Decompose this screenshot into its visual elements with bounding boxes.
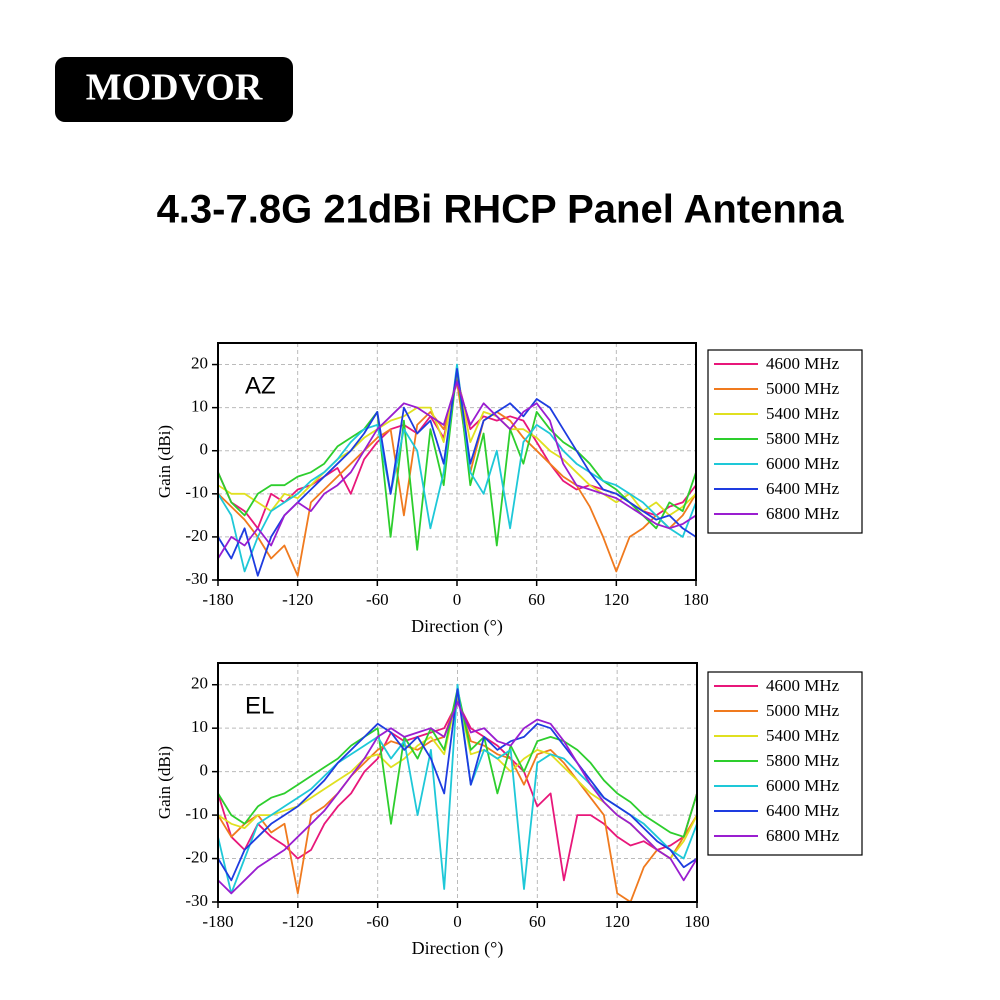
brand: MODVOR: [86, 67, 263, 109]
legend-label: 6400 MHz: [766, 801, 840, 820]
x-tick-label: 60: [529, 912, 546, 931]
x-tick-label: -120: [282, 912, 313, 931]
brand-badge: [55, 57, 293, 122]
y-tick-label: -20: [185, 847, 208, 866]
panel-label: AZ: [245, 372, 276, 399]
y-tick-label: 0: [200, 761, 209, 780]
legend-box: [707, 671, 863, 856]
x-axis-label: Direction (°): [412, 938, 504, 959]
legend-label: 4600 MHz: [766, 354, 840, 373]
x-tick-label: -180: [202, 590, 233, 609]
y-axis-label: Gain (dBi): [155, 425, 174, 498]
chart: -30 -20 -10 0 10 20 -180 -120 -60 0 60 120 180 AZ Gain…: [155, 342, 863, 637]
legend-label: 5400 MHz: [766, 404, 840, 423]
x-tick-label: 0: [453, 912, 462, 931]
legend-label: 6000 MHz: [766, 454, 840, 473]
x-tick-label: 120: [604, 912, 630, 931]
series-line: [218, 368, 696, 551]
y-tick-label: -30: [185, 569, 208, 588]
y-tick-label: 0: [200, 440, 209, 459]
x-tick-label: 180: [684, 912, 710, 931]
plot-frame: [217, 342, 697, 581]
y-tick-label: 10: [191, 717, 208, 736]
legend-label: 6800 MHz: [766, 504, 840, 523]
series-line: [218, 380, 696, 559]
x-tick-label: -120: [282, 590, 313, 609]
legend-label: 5000 MHz: [766, 701, 840, 720]
x-tick-label: -180: [202, 912, 233, 931]
legend-label: 5000 MHz: [766, 379, 840, 398]
x-tick-label: -60: [366, 912, 389, 931]
plot-frame: [217, 662, 698, 903]
legend-label: 5400 MHz: [766, 726, 840, 745]
x-tick-label: -60: [366, 590, 389, 609]
x-tick-label: 60: [528, 590, 545, 609]
legend-label: 4600 MHz: [766, 676, 840, 695]
y-tick-label: -10: [185, 483, 208, 502]
y-axis-label: Gain (dBi): [155, 746, 174, 819]
legend-label: 6800 MHz: [766, 826, 840, 845]
legend-label: 6000 MHz: [766, 776, 840, 795]
y-tick-label: -10: [185, 804, 208, 823]
x-axis-label: Direction (°): [411, 616, 503, 637]
series-line: [218, 363, 696, 573]
headline: 4.3-7.8G 21dBi RHCP Panel Antenna: [157, 188, 845, 232]
y-tick-label: 20: [191, 353, 208, 372]
x-tick-label: 120: [604, 590, 630, 609]
series-line: [218, 688, 697, 882]
chart: -30 -20 -10 0 10 20 -180 -120 -60 0 60 120 180 EL Gain…: [155, 662, 863, 959]
y-tick-label: 10: [191, 397, 208, 416]
y-tick-label: -30: [185, 891, 208, 910]
legend-label: 5800 MHz: [766, 751, 840, 770]
x-tick-label: 180: [683, 590, 709, 609]
y-tick-label: -20: [185, 526, 208, 545]
series-line: [218, 701, 697, 895]
legend-label: 5800 MHz: [766, 429, 840, 448]
x-tick-label: 0: [453, 590, 462, 609]
panel-label: EL: [245, 692, 274, 719]
y-tick-label: 20: [191, 674, 208, 693]
legend-box: [707, 349, 863, 534]
legend-label: 6400 MHz: [766, 479, 840, 498]
